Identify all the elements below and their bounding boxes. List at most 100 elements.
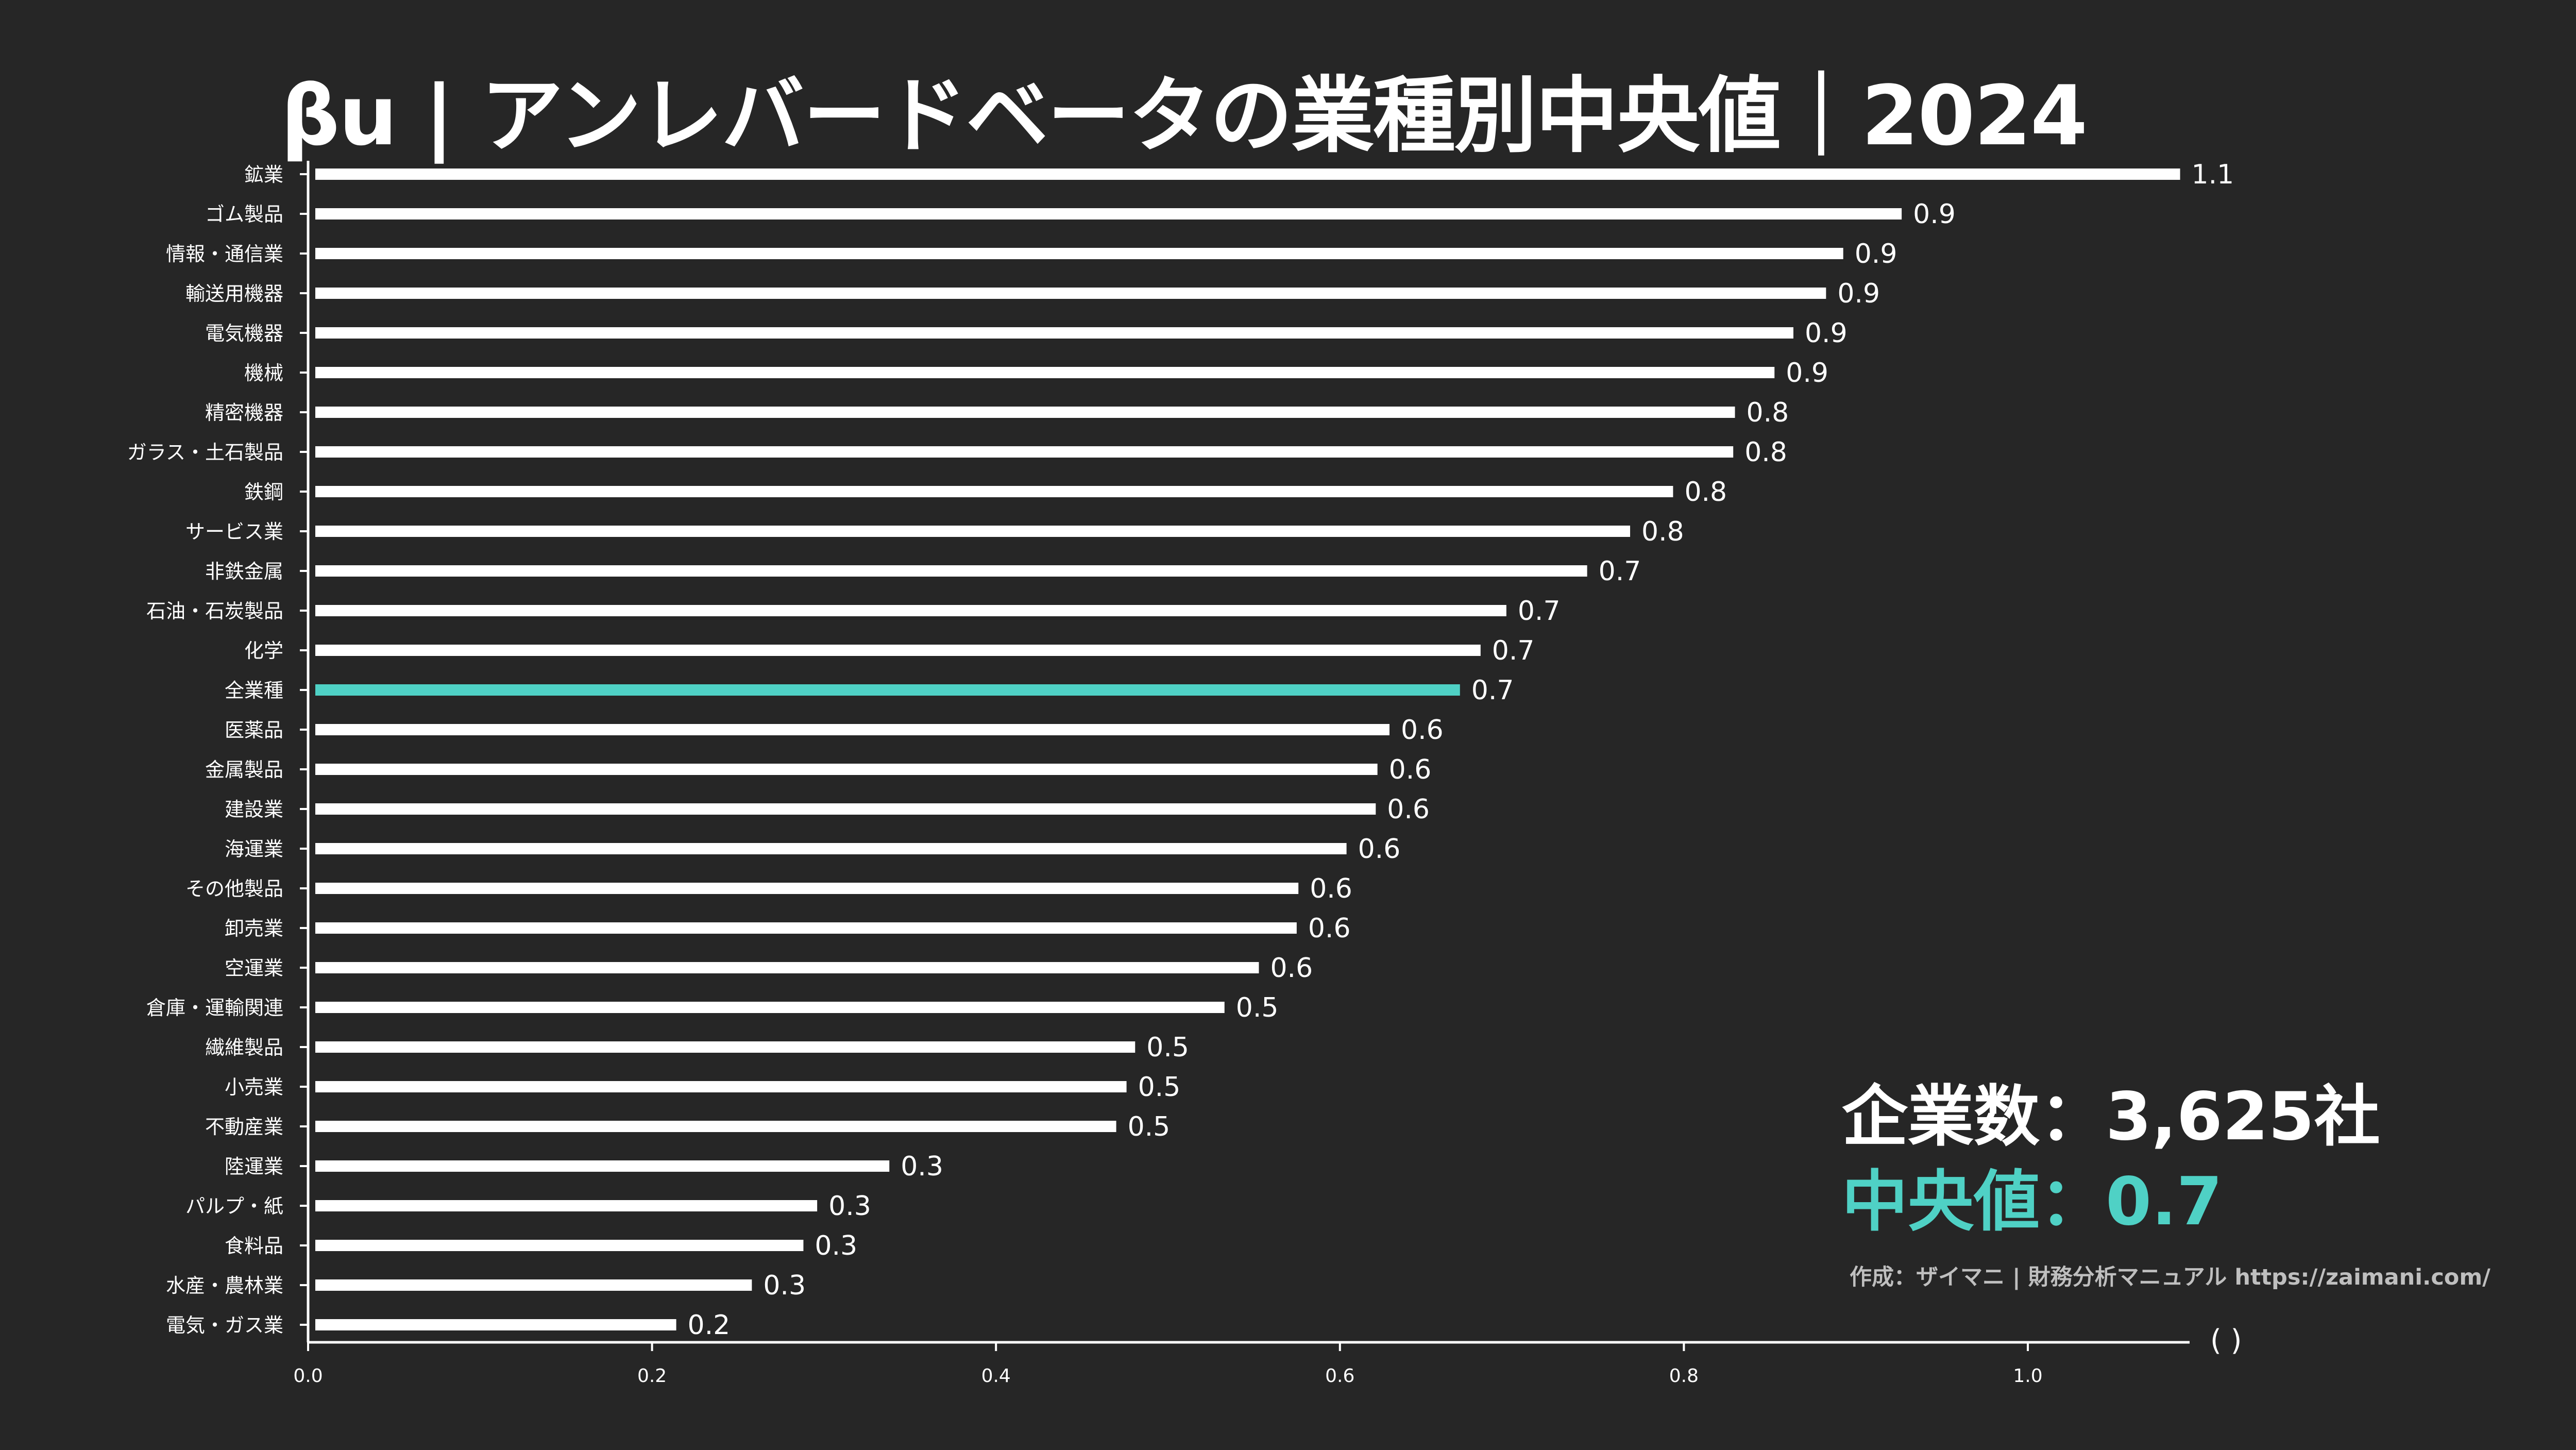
axes-group bbox=[307, 161, 2190, 1344]
bar-value-label: 0.6 bbox=[1310, 873, 1352, 904]
category-label: 鉄鋼 bbox=[244, 481, 283, 503]
bar bbox=[315, 327, 1793, 339]
bar-value-label: 0.3 bbox=[828, 1191, 871, 1222]
x-tick-label: 0.8 bbox=[1669, 1365, 1699, 1387]
category-label: 全業種 bbox=[225, 679, 283, 702]
bar-value-label: 0.5 bbox=[1146, 1032, 1189, 1063]
category-label: 水産・農林業 bbox=[166, 1274, 283, 1297]
bar-value-label: 0.9 bbox=[1913, 199, 1956, 230]
bar bbox=[315, 1200, 818, 1211]
chart-title: βu | アンレバードベータの業種別中央値｜2024 bbox=[281, 68, 2088, 164]
bar-value-label: 0.6 bbox=[1401, 715, 1444, 746]
bar-value-label: 0.6 bbox=[1389, 754, 1432, 785]
bar bbox=[315, 1002, 1225, 1013]
category-label: 不動産業 bbox=[205, 1116, 283, 1138]
x-tick-label: 0.4 bbox=[981, 1365, 1011, 1387]
bar bbox=[315, 288, 1826, 299]
category-label: 倉庫・運輸関連 bbox=[146, 997, 283, 1019]
bar-value-label: 0.3 bbox=[815, 1230, 857, 1261]
bar bbox=[315, 248, 1843, 259]
bar bbox=[315, 962, 1259, 973]
bar-highlight bbox=[315, 684, 1460, 696]
bar-value-label: 0.6 bbox=[1308, 913, 1351, 944]
x-axis-unit-label: ( ) bbox=[2210, 1324, 2242, 1357]
bar bbox=[315, 883, 1299, 894]
category-label: ガラス・土石製品 bbox=[127, 441, 283, 464]
bar bbox=[315, 526, 1631, 537]
bar-value-label: 0.7 bbox=[1492, 635, 1535, 666]
bar bbox=[315, 446, 1734, 458]
category-label: ゴム製品 bbox=[205, 203, 283, 226]
bar-value-label: 0.7 bbox=[1518, 596, 1561, 627]
bar-value-label: 0.9 bbox=[1805, 318, 1848, 349]
bar bbox=[315, 724, 1389, 735]
bar-value-label: 0.7 bbox=[1599, 556, 1641, 587]
x-ticks-group: 0.0 0.2 0.4 0.6 0.8 1.0 bbox=[293, 1342, 2043, 1387]
bar bbox=[315, 168, 2180, 180]
company-count-label: 企業数：3,625社 bbox=[1842, 1078, 2380, 1155]
bar-value-label: 0.3 bbox=[763, 1270, 806, 1301]
category-label: 石油・石炭製品 bbox=[146, 600, 283, 622]
x-tick-label: 1.0 bbox=[2013, 1365, 2042, 1387]
bar bbox=[315, 208, 1902, 220]
bars-group: 鉱業 1.1 ゴム製品 0.9 情報・通信業 0.9 輸送用機器 0.9 電気機器 0.9 機械 0.… bbox=[127, 159, 2234, 1341]
bar bbox=[315, 1121, 1116, 1132]
category-label: 金属製品 bbox=[205, 758, 283, 781]
category-label: 化学 bbox=[244, 639, 283, 662]
bar-value-label: 0.8 bbox=[1747, 397, 1789, 428]
bar-value-label: 0.5 bbox=[1236, 992, 1279, 1023]
bar-value-label: 0.8 bbox=[1684, 477, 1727, 508]
x-tick-label: 0.0 bbox=[293, 1365, 323, 1387]
bar-value-label: 0.8 bbox=[1744, 437, 1787, 468]
bar-value-label: 0.9 bbox=[1837, 278, 1880, 309]
category-label: 電気機器 bbox=[205, 322, 283, 345]
category-label: 情報・通信業 bbox=[166, 243, 283, 265]
category-label: 精密機器 bbox=[205, 401, 283, 424]
summary-panel: 企業数：3,625社 中央値：0.7 bbox=[1842, 1074, 2380, 1244]
x-tick-label: 0.6 bbox=[1325, 1365, 1354, 1387]
bar-value-label: 0.7 bbox=[1471, 675, 1514, 706]
category-label: その他製品 bbox=[185, 878, 283, 900]
bar-value-label: 0.6 bbox=[1387, 794, 1430, 825]
category-label: サービス業 bbox=[185, 520, 283, 543]
bar bbox=[315, 605, 1506, 616]
bar bbox=[315, 1160, 890, 1172]
category-label: 電気・ガス業 bbox=[166, 1314, 283, 1337]
category-label: 非鉄金属 bbox=[205, 560, 283, 583]
category-label: 海運業 bbox=[225, 838, 283, 861]
bar bbox=[315, 1041, 1136, 1053]
bar bbox=[315, 764, 1378, 775]
bar bbox=[315, 486, 1673, 497]
category-label: 建設業 bbox=[225, 798, 283, 821]
bar bbox=[315, 645, 1481, 656]
category-label: 食料品 bbox=[225, 1235, 283, 1257]
category-label: 空運業 bbox=[225, 957, 283, 980]
bar bbox=[315, 1279, 752, 1291]
bar-value-label: 1.1 bbox=[2192, 159, 2234, 190]
bar-value-label: 0.2 bbox=[688, 1310, 731, 1341]
bar-value-label: 0.6 bbox=[1358, 834, 1401, 865]
bar-value-label: 0.9 bbox=[1786, 358, 1828, 389]
bar bbox=[315, 407, 1735, 418]
bar bbox=[315, 565, 1587, 577]
bar bbox=[315, 922, 1297, 934]
category-label: 繊維製品 bbox=[205, 1036, 283, 1059]
category-label: 陸運業 bbox=[225, 1155, 283, 1178]
category-label: 卸売業 bbox=[225, 917, 283, 940]
category-label: パルプ・紙 bbox=[185, 1195, 283, 1218]
bar bbox=[315, 367, 1775, 378]
bar bbox=[315, 1081, 1127, 1092]
bar-value-label: 0.5 bbox=[1138, 1072, 1181, 1103]
category-label: 鉱業 bbox=[244, 163, 283, 186]
category-label: 機械 bbox=[244, 362, 283, 384]
category-label: 医薬品 bbox=[225, 719, 283, 741]
bar-value-label: 0.8 bbox=[1641, 516, 1684, 547]
category-label: 輸送用機器 bbox=[185, 282, 283, 305]
x-tick-label: 0.2 bbox=[637, 1365, 667, 1387]
category-label: 小売業 bbox=[225, 1076, 283, 1099]
bar-value-label: 0.3 bbox=[901, 1151, 943, 1182]
bar bbox=[315, 843, 1347, 854]
bar-value-label: 0.5 bbox=[1128, 1111, 1171, 1142]
